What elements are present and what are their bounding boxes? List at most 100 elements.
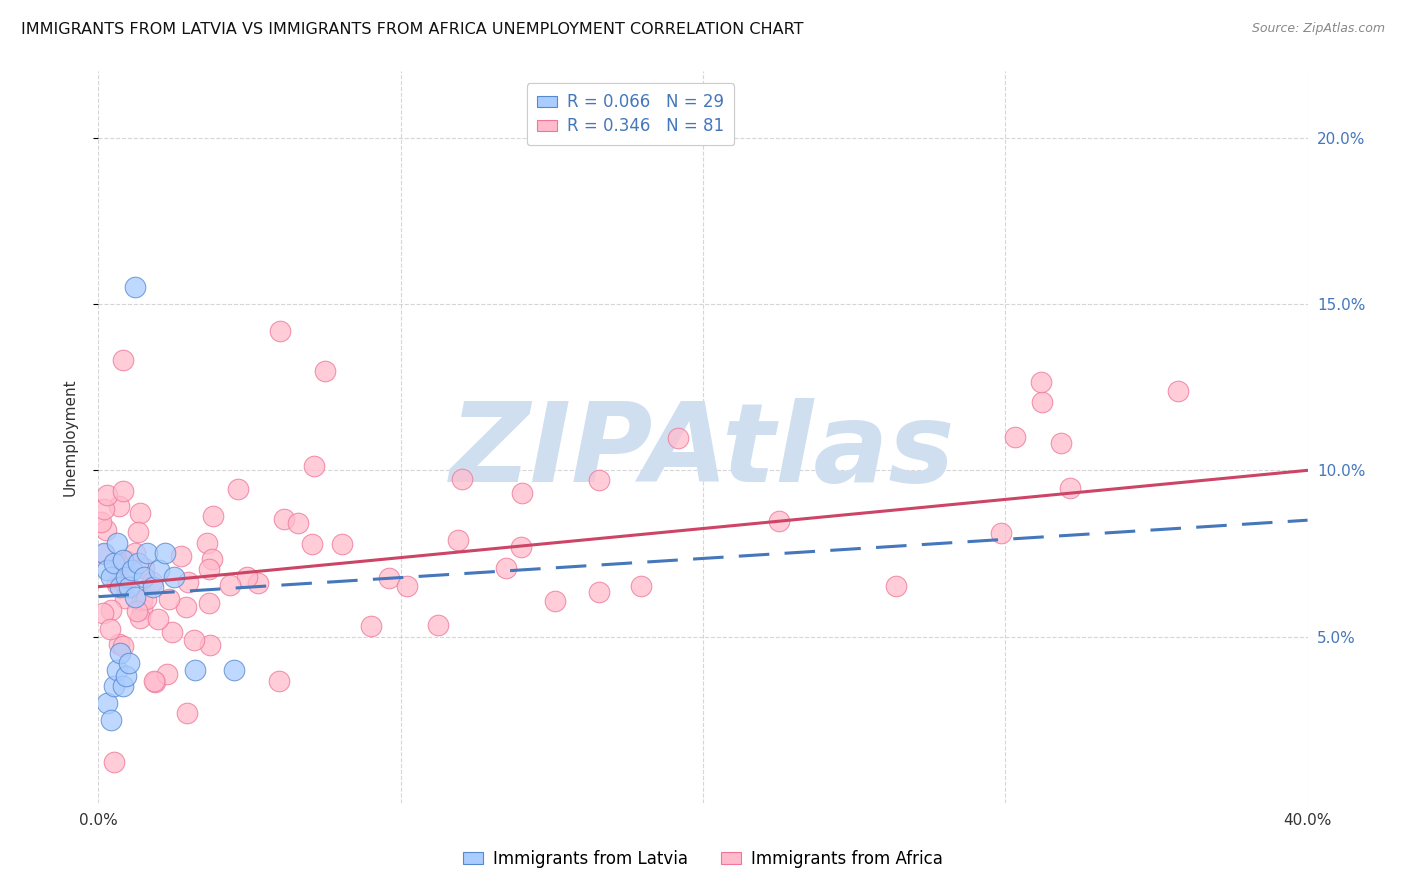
Point (100, 713, 122, 727)
Point (301, 536, 323, 550)
Point (142, 673, 165, 688)
Point (96, 563, 118, 577)
Point (135, 592, 157, 607)
Point (129, 611, 152, 625)
Point (177, 575, 200, 590)
Point (184, 663, 207, 677)
Point (132, 570, 155, 584)
Point (269, 324, 291, 338)
Point (426, 618, 449, 632)
Point (131, 592, 153, 607)
Point (304, 459, 326, 474)
Point (135, 546, 157, 560)
Point (183, 633, 205, 648)
Point (198, 638, 221, 652)
Point (1167, 384, 1189, 398)
Point (129, 507, 152, 521)
Point (118, 656, 141, 670)
Point (267, 673, 290, 688)
Point (451, 471, 474, 485)
Point (170, 549, 193, 563)
Point (201, 508, 224, 523)
Text: Source: ZipAtlas.com: Source: ZipAtlas.com (1251, 22, 1385, 36)
Point (90, 515, 112, 529)
Point (105, 663, 128, 677)
Point (360, 619, 382, 633)
Point (96, 696, 118, 710)
Point (157, 592, 180, 607)
Point (142, 580, 165, 594)
Point (114, 577, 136, 591)
Point (103, 680, 125, 694)
Y-axis label: Unemployment: Unemployment (63, 378, 77, 496)
Point (330, 536, 353, 550)
Text: ZIPAtlas: ZIPAtlas (450, 398, 956, 505)
Text: IMMIGRANTS FROM LATVIA VS IMMIGRANTS FROM AFRICA UNEMPLOYMENT CORRELATION CHART: IMMIGRANTS FROM LATVIA VS IMMIGRANTS FRO… (21, 22, 804, 37)
Point (886, 579, 908, 593)
Point (108, 500, 131, 514)
Point (108, 637, 131, 651)
Point (197, 562, 219, 576)
Point (226, 482, 249, 496)
Point (495, 561, 517, 575)
Point (114, 669, 136, 683)
Point (111, 680, 134, 694)
Point (198, 596, 221, 610)
Point (146, 612, 169, 626)
Point (588, 584, 610, 599)
Point (111, 553, 134, 567)
Point (1059, 481, 1081, 495)
Point (395, 579, 418, 593)
Point (510, 486, 533, 500)
Point (93, 502, 115, 516)
Point (118, 580, 141, 594)
Point (224, 663, 246, 677)
Point (132, 561, 155, 575)
Point (160, 625, 183, 640)
Point (127, 557, 149, 571)
Point (218, 578, 240, 592)
Point (108, 646, 131, 660)
Point (124, 280, 146, 294)
Point (544, 594, 567, 608)
Point (141, 575, 163, 590)
Legend: R = 0.066   N = 29, R = 0.346   N = 81: R = 0.066 N = 29, R = 0.346 N = 81 (527, 83, 734, 145)
Point (100, 603, 122, 617)
Point (768, 514, 790, 528)
Point (110, 557, 132, 571)
Point (287, 516, 309, 530)
Point (273, 512, 295, 526)
Point (236, 570, 259, 584)
Point (111, 353, 134, 368)
Point (200, 551, 222, 566)
Point (91, 606, 114, 620)
Point (990, 525, 1012, 540)
Point (588, 474, 610, 488)
Point (112, 483, 135, 498)
Point (163, 570, 186, 584)
Point (447, 533, 470, 548)
Point (314, 363, 336, 377)
Point (131, 602, 153, 616)
Point (94, 524, 117, 538)
Point (100, 570, 122, 584)
Point (176, 706, 198, 720)
Point (1031, 395, 1053, 409)
Point (103, 755, 125, 769)
Point (108, 580, 131, 594)
Point (1031, 376, 1053, 390)
Point (246, 576, 269, 591)
Point (124, 546, 146, 560)
Point (103, 557, 125, 571)
Point (124, 590, 146, 604)
Point (125, 604, 148, 618)
Point (174, 599, 197, 614)
Point (630, 579, 652, 593)
Point (117, 554, 139, 568)
Point (96, 488, 118, 502)
Point (666, 431, 689, 445)
Point (195, 536, 218, 550)
Point (143, 674, 166, 689)
Point (98, 623, 121, 637)
Point (105, 576, 128, 591)
